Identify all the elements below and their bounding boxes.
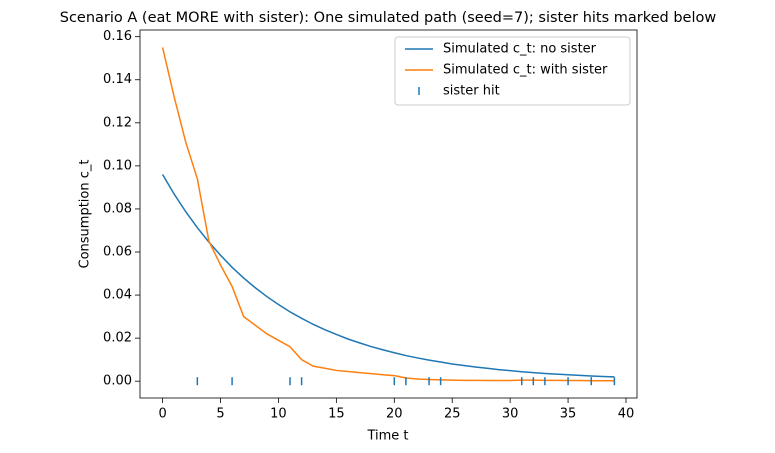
series-line [161,47,615,382]
y-tick-label: 0.16 [103,29,132,44]
x-tick-label: 20 [386,407,403,422]
x-tick-label: 5 [216,407,224,422]
y-tick-label: 0.10 [103,158,132,173]
y-tick-label: 0.12 [103,115,132,130]
x-tick-label: 35 [560,407,577,422]
axes-frame [139,29,638,399]
x-tick-label: 40 [618,407,635,422]
y-tick-label: 0.02 [103,331,132,346]
x-tick-label: 0 [158,407,166,422]
legend-label: Simulated c_t: with sister [443,63,608,78]
legend-label: sister hit [443,84,500,99]
legend-label: Simulated c_t: no sister [443,42,597,57]
y-tick-label: 0.00 [103,374,132,389]
x-tick-label: 10 [270,407,287,422]
x-tick-label: 15 [328,407,345,422]
y-tick-label: 0.06 [103,245,132,260]
y-tick-label: 0.08 [103,201,132,216]
y-tick-label: 0.14 [103,72,132,87]
chart-title: Scenario A (eat MORE with sister): One s… [60,10,717,26]
series-line [161,174,615,378]
y-axis-label: Consumption c_t [78,160,93,269]
x-axis-label: Time t [366,429,408,444]
x-tick-label: 25 [444,407,461,422]
legend-box [394,36,631,106]
x-tick-label: 30 [502,407,519,422]
y-tick-label: 0.04 [103,288,132,303]
